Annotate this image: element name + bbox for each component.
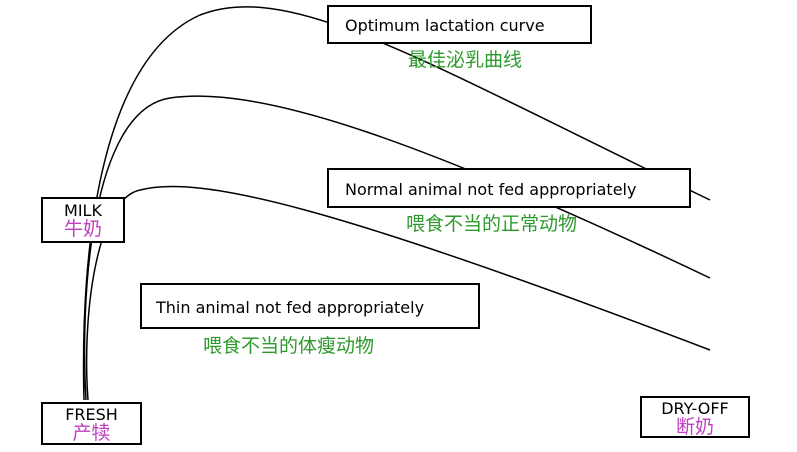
normal-animal-label-box: Normal animal not fed appropriately: [327, 168, 691, 208]
fresh-label-zh: 产犊: [72, 422, 111, 444]
optimum-curve-label-zh: 最佳泌乳曲线: [408, 49, 523, 71]
normal-animal-label: Normal animal not fed appropriately: [345, 180, 637, 199]
optimum-curve: [82, 6, 711, 401]
normal-animal-curve: [83, 95, 711, 401]
dryoff-stage-box: DRY-OFF 断奶: [640, 396, 750, 438]
thin-animal-label-zh: 喂食不当的体瘦动物: [203, 335, 375, 357]
optimum-curve-label: Optimum lactation curve: [345, 16, 545, 35]
thin-animal-curve: [85, 185, 711, 401]
milk-label: MILK: [64, 201, 102, 220]
milk-stage-box: MILK 牛奶: [41, 197, 125, 243]
normal-animal-label-zh: 喂食不当的正常动物: [406, 213, 578, 235]
fresh-stage-box: FRESH 产犊: [41, 402, 142, 445]
fresh-label: FRESH: [65, 405, 118, 424]
thin-animal-label: Thin animal not fed appropriately: [156, 298, 425, 317]
optimum-curve-label-box: Optimum lactation curve: [327, 5, 592, 44]
dryoff-label-zh: 断奶: [675, 416, 714, 438]
thin-animal-label-box: Thin animal not fed appropriately: [140, 283, 480, 329]
dryoff-label: DRY-OFF: [661, 399, 729, 418]
milk-label-zh: 牛奶: [63, 218, 102, 240]
